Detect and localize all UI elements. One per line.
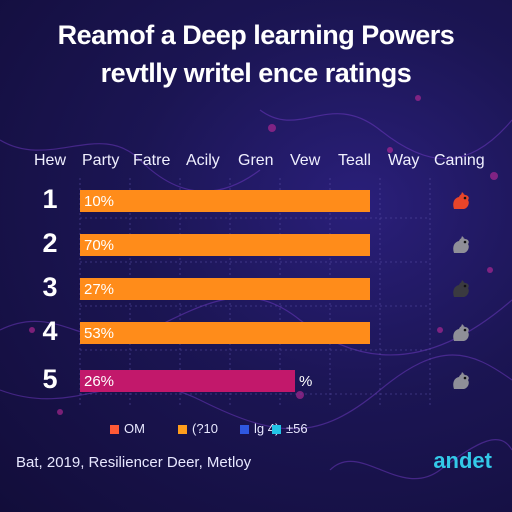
bar-1 xyxy=(80,190,370,212)
row-rank-5: 5 xyxy=(42,364,58,394)
column-header-7: Teall xyxy=(338,152,371,169)
legend-swatch xyxy=(178,425,187,435)
chart-title-line-1: Reamof a Deep learning Powers xyxy=(57,20,455,50)
bar-3 xyxy=(80,278,370,300)
gray-creature-icon xyxy=(453,372,469,389)
brand-logo: andet xyxy=(433,448,492,473)
bar-label-3: 27% xyxy=(84,281,115,298)
column-header-3: Fatre xyxy=(133,152,171,169)
bar-5 xyxy=(80,370,295,392)
legend-item-4: ±56 xyxy=(272,421,308,436)
dark-creature-icon xyxy=(453,280,469,297)
legend-swatch xyxy=(240,425,249,435)
chart-title-line-2: revtlly writel ence ratings xyxy=(100,58,412,88)
bar-label-4: 53% xyxy=(84,325,115,342)
row-rank-4: 4 xyxy=(42,316,58,346)
bar-2 xyxy=(80,234,370,256)
column-header-1: Hew xyxy=(34,152,67,169)
legend-label: ±56 xyxy=(286,421,308,436)
legend-item-1: OM xyxy=(110,421,145,436)
footer-caption: Bat, 2019, Resiliencer Deer, Metloy xyxy=(16,454,252,471)
gray-creature-icon xyxy=(453,236,469,253)
red-creature-icon xyxy=(453,192,469,209)
gray-creature-icon xyxy=(453,324,469,341)
bar-label-1: 10% xyxy=(84,193,115,210)
bar-label-2: 70% xyxy=(84,237,115,254)
column-header-2: Party xyxy=(82,152,120,169)
bar-4 xyxy=(80,322,370,344)
legend-label: OM xyxy=(124,421,145,436)
legend-swatch xyxy=(272,425,281,435)
bar-trailing-label-5: % xyxy=(299,373,313,390)
row-rank-1: 1 xyxy=(42,184,58,214)
bar-label-5: 26% xyxy=(84,373,115,390)
column-header-9: Caning xyxy=(434,152,485,169)
column-header-5: Gren xyxy=(238,152,274,169)
column-header-4: Acily xyxy=(186,152,220,169)
legend-label: (?10 xyxy=(192,421,219,436)
column-header-6: Vew xyxy=(290,152,321,169)
column-header-8: Way xyxy=(388,152,420,169)
legend-swatch xyxy=(110,425,119,435)
row-rank-2: 2 xyxy=(42,228,58,258)
legend-item-2: (?10 xyxy=(178,421,218,436)
row-rank-3: 3 xyxy=(42,272,58,302)
